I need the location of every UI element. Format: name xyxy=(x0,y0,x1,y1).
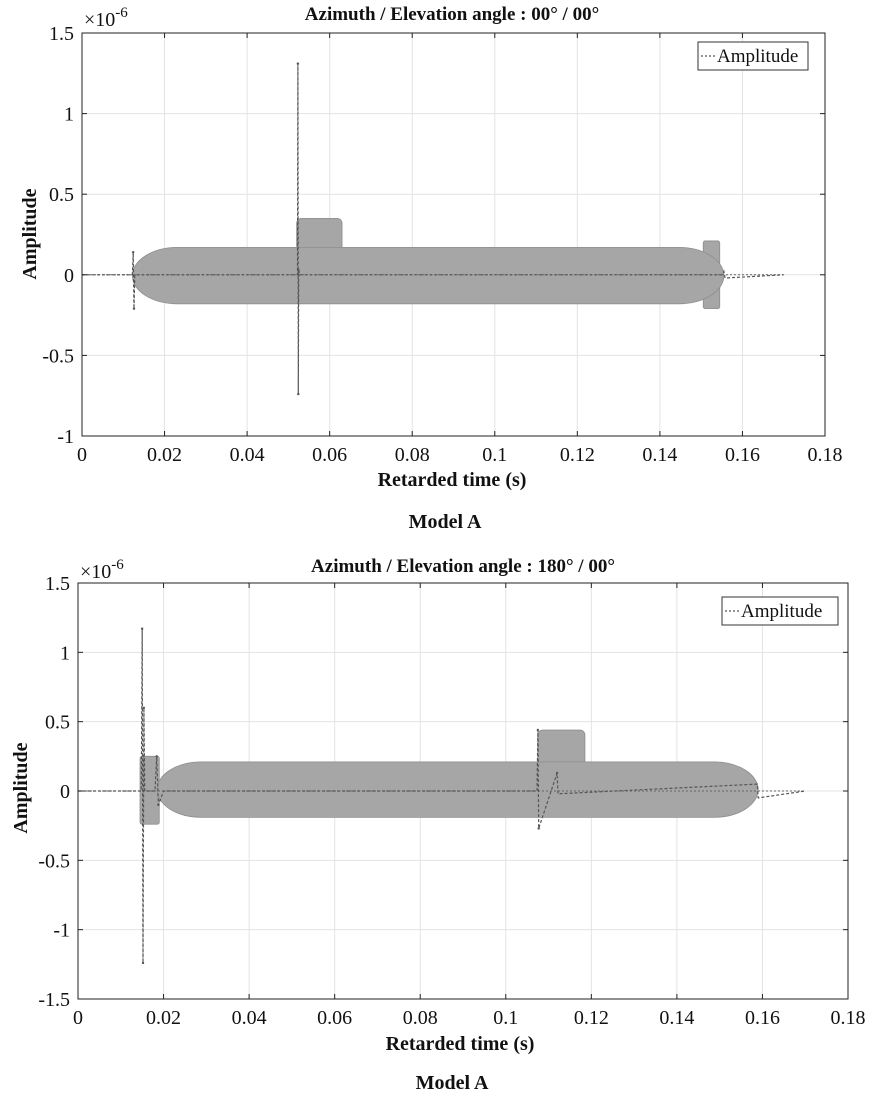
x-tick-label: 0.18 xyxy=(808,444,843,466)
x-tick-label: 0.12 xyxy=(560,444,595,466)
x-tick-label: 0.06 xyxy=(312,444,347,466)
y-tick-label: -1 xyxy=(57,426,74,448)
legend-label: Amplitude xyxy=(741,601,822,622)
x-tick-label: 0.02 xyxy=(147,444,182,466)
figure-caption: Model A xyxy=(409,511,482,533)
data-point xyxy=(296,62,300,65)
chart-azimuth-180: Azimuth / Elevation angle : 180° / 00° ×… xyxy=(10,556,866,1094)
x-tick-label: 0.04 xyxy=(232,1007,267,1029)
x-tick-label: 0.12 xyxy=(574,1007,609,1029)
x-tick-label: 0.16 xyxy=(745,1007,780,1029)
data-point xyxy=(537,827,540,830)
y-tick-label: 0.5 xyxy=(45,712,70,734)
x-tick-label: 0.14 xyxy=(642,444,677,466)
y-tick-label: 0 xyxy=(60,781,70,803)
axes-box xyxy=(81,32,826,437)
data-point xyxy=(131,251,135,254)
plot-area xyxy=(82,33,825,436)
x-tick-label: 0.16 xyxy=(725,444,760,466)
data-point xyxy=(142,706,146,709)
x-tick-label: 0.08 xyxy=(395,444,430,466)
chart-azimuth-00: Azimuth / Elevation angle : 00° / 00° ×1… xyxy=(19,4,843,533)
y-tick-label: 1 xyxy=(60,642,70,664)
x-tick-label: 0.04 xyxy=(230,444,265,466)
x-tick-label: 0 xyxy=(77,444,87,466)
chart-title: Azimuth / Elevation angle : 00° / 00° xyxy=(305,4,599,25)
y-tick-label: 0 xyxy=(64,265,74,287)
data-point xyxy=(555,771,559,775)
x-axis-label: Retarded time (s) xyxy=(386,1033,535,1055)
y-tick-label: 1.5 xyxy=(49,23,74,45)
data-point xyxy=(157,803,160,807)
x-tick-label: 0.1 xyxy=(493,1007,518,1029)
y-exponent-power: -6 xyxy=(115,5,128,21)
y-axis-label: Amplitude xyxy=(10,742,32,833)
data-point xyxy=(297,392,300,396)
legend-box xyxy=(721,596,839,626)
y-exponent-base: ×10 xyxy=(80,561,111,583)
data-point xyxy=(536,728,540,732)
y-exponent-power: -6 xyxy=(111,557,124,573)
hull-body xyxy=(156,761,759,818)
series-line-amplitude xyxy=(78,628,806,963)
figure-caption: Model A xyxy=(416,1072,489,1094)
y-tick-label: -1 xyxy=(53,920,70,942)
x-tick-label: 0.02 xyxy=(146,1007,181,1029)
data-point xyxy=(132,307,136,310)
hull-body xyxy=(131,246,725,305)
y-tick-label: -1.5 xyxy=(38,989,70,1011)
y-exponent-label: ×10-6 xyxy=(84,5,128,31)
y-exponent-label: ×10-6 xyxy=(80,557,124,583)
x-tick-label: 0.18 xyxy=(831,1007,866,1029)
y-tick-label: -0.5 xyxy=(38,850,70,872)
series-line-amplitude xyxy=(82,63,784,395)
x-tick-label: 0.1 xyxy=(482,444,507,466)
x-tick-label: 0.08 xyxy=(403,1007,438,1029)
y-tick-label: -0.5 xyxy=(42,345,74,367)
chart-title: Azimuth / Elevation angle : 180° / 00° xyxy=(311,556,615,577)
data-point xyxy=(140,627,144,630)
x-tick-label: 0 xyxy=(73,1007,83,1029)
y-axis-label: Amplitude xyxy=(19,188,41,279)
legend-label: Amplitude xyxy=(717,46,798,67)
y-tick-label: 1.5 xyxy=(45,573,70,595)
legend-box xyxy=(697,41,809,71)
x-tick-label: 0.06 xyxy=(317,1007,352,1029)
data-point xyxy=(155,755,158,758)
data-point xyxy=(141,961,145,965)
y-tick-label: 0.5 xyxy=(49,184,74,206)
y-tick-label: 1 xyxy=(64,104,74,126)
x-tick-label: 0.14 xyxy=(659,1007,694,1029)
x-axis-label: Retarded time (s) xyxy=(378,469,527,491)
y-exponent-base: ×10 xyxy=(84,9,115,31)
